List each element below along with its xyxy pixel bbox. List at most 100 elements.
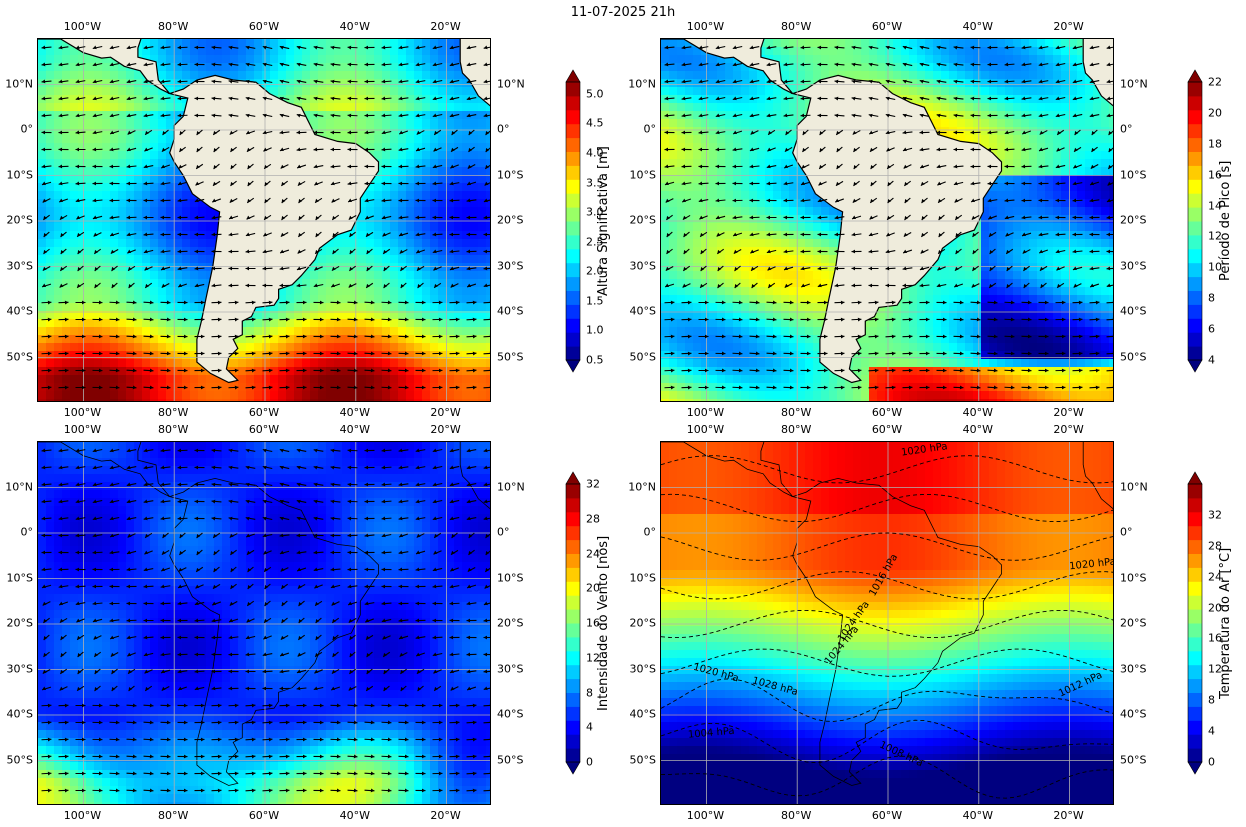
heatmap-cell bbox=[949, 79, 958, 88]
heatmap-cell bbox=[374, 215, 383, 224]
heatmap-cell bbox=[677, 87, 686, 96]
heatmap-cell bbox=[102, 375, 111, 384]
heatmap-cell bbox=[254, 319, 263, 328]
heatmap-cell bbox=[1013, 111, 1022, 120]
heatmap-cell bbox=[374, 175, 383, 184]
heatmap-cell bbox=[318, 319, 327, 328]
heatmap-cell bbox=[430, 391, 439, 400]
heatmap-cell bbox=[701, 159, 710, 168]
vector-arrowhead bbox=[81, 351, 86, 356]
heatmap-cell bbox=[454, 335, 463, 344]
vector-arrowhead bbox=[246, 215, 251, 220]
heatmap-cell bbox=[406, 183, 415, 192]
heatmap-cell bbox=[997, 191, 1006, 200]
heatmap-cell bbox=[973, 55, 982, 64]
heatmap-cell bbox=[350, 247, 359, 256]
heatmap-cell bbox=[757, 135, 766, 144]
vector-arrowhead bbox=[145, 130, 149, 135]
heatmap-cell bbox=[350, 87, 359, 96]
heatmap-cell bbox=[78, 207, 87, 216]
heatmap-cell bbox=[38, 39, 47, 48]
heatmap-cell bbox=[949, 47, 958, 56]
heatmap-cell bbox=[158, 87, 167, 96]
heatmap-cell bbox=[382, 231, 391, 240]
heatmap-cell bbox=[198, 199, 207, 208]
heatmap-cell bbox=[374, 359, 383, 368]
vector-arrowhead bbox=[489, 300, 490, 303]
vector-arrowhead bbox=[432, 249, 437, 254]
heatmap-cell bbox=[661, 71, 670, 80]
heatmap-cell bbox=[286, 359, 295, 368]
heatmap-cell bbox=[1005, 103, 1014, 112]
heatmap-cell bbox=[102, 351, 111, 360]
heatmap-cell bbox=[422, 47, 431, 56]
heatmap-cell bbox=[965, 135, 974, 144]
heatmap-cell bbox=[478, 111, 487, 120]
vector-arrowhead bbox=[387, 334, 392, 339]
heatmap-cell bbox=[757, 175, 766, 184]
heatmap-cell bbox=[174, 239, 183, 248]
heatmap-cell bbox=[142, 103, 151, 112]
heatmap-cell bbox=[318, 335, 327, 344]
vector-arrowhead bbox=[472, 317, 477, 322]
heatmap-cell bbox=[158, 71, 167, 80]
heatmap-cell bbox=[446, 375, 455, 384]
heatmap-cell bbox=[190, 255, 199, 264]
heatmap-cell bbox=[46, 39, 55, 48]
heatmap-cell bbox=[717, 103, 726, 112]
vector-arrowhead bbox=[313, 164, 318, 169]
heatmap-cell bbox=[150, 143, 159, 152]
heatmap-cell bbox=[326, 127, 335, 136]
heatmap-cell bbox=[717, 135, 726, 144]
heatmap-cell bbox=[406, 199, 415, 208]
heatmap-cell bbox=[142, 319, 151, 328]
vector-arrowhead bbox=[262, 62, 267, 67]
heatmap-cell bbox=[190, 375, 199, 384]
heatmap-cell bbox=[821, 39, 830, 48]
heatmap-cell bbox=[725, 119, 734, 128]
heatmap-cell bbox=[78, 359, 87, 368]
heatmap-cell bbox=[62, 319, 71, 328]
heatmap-cell bbox=[941, 87, 950, 96]
heatmap-cell bbox=[302, 271, 311, 280]
heatmap-cell bbox=[166, 351, 175, 360]
heatmap-cell bbox=[446, 335, 455, 344]
heatmap-cell bbox=[422, 279, 431, 288]
heatmap-cell bbox=[1061, 119, 1070, 128]
heatmap-cell bbox=[238, 47, 247, 56]
vector-arrowhead bbox=[251, 385, 256, 390]
heatmap-cell bbox=[414, 287, 423, 296]
heatmap-cell bbox=[342, 327, 351, 336]
heatmap-cell bbox=[422, 55, 431, 64]
heatmap-cell bbox=[350, 127, 359, 136]
heatmap-cell bbox=[150, 135, 159, 144]
heatmap-cell bbox=[214, 47, 223, 56]
heatmap-cell bbox=[390, 87, 399, 96]
heatmap-cell bbox=[294, 287, 303, 296]
vector-arrowhead bbox=[296, 62, 301, 67]
heatmap-cell bbox=[78, 231, 87, 240]
heatmap-cell bbox=[773, 111, 782, 120]
heatmap-cell bbox=[430, 159, 439, 168]
heatmap-cell bbox=[390, 127, 399, 136]
heatmap-cell bbox=[917, 87, 926, 96]
heatmap-cell bbox=[126, 119, 135, 128]
heatmap-cell bbox=[861, 71, 870, 80]
heatmap-cell bbox=[358, 55, 367, 64]
heatmap-cell bbox=[270, 335, 279, 344]
heatmap-cell bbox=[150, 279, 159, 288]
heatmap-cell bbox=[46, 95, 55, 104]
heatmap-cell bbox=[166, 39, 175, 48]
heatmap-cell bbox=[789, 175, 798, 184]
heatmap-cell bbox=[1077, 47, 1086, 56]
heatmap-cell bbox=[685, 95, 694, 104]
heatmap-cell bbox=[462, 351, 471, 360]
heatmap-cell bbox=[438, 135, 447, 144]
heatmap-cell bbox=[190, 343, 199, 352]
heatmap-cell bbox=[326, 311, 335, 320]
vector-arrowhead bbox=[466, 62, 471, 67]
heatmap-cell bbox=[997, 103, 1006, 112]
vector-arrowhead bbox=[302, 317, 307, 322]
vector-arrowhead bbox=[330, 113, 335, 118]
heatmap-cell bbox=[214, 63, 223, 72]
